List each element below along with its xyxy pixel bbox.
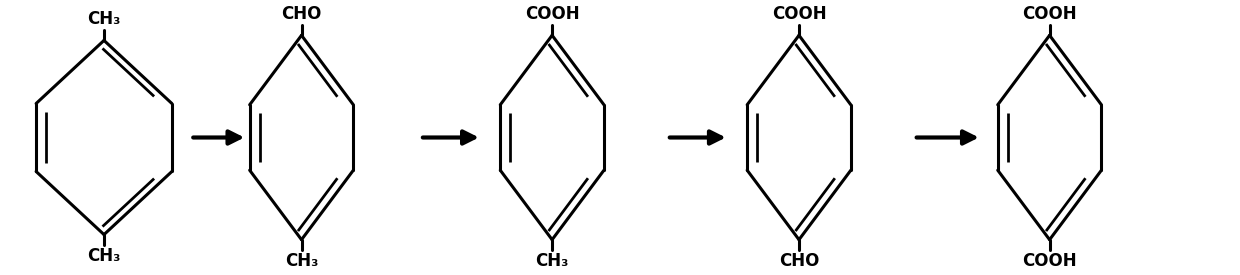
Text: CHO: CHO — [779, 252, 820, 270]
Text: COOH: COOH — [771, 5, 826, 23]
Text: CH₃: CH₃ — [536, 252, 569, 270]
Text: CH₃: CH₃ — [285, 252, 319, 270]
Text: CH₃: CH₃ — [87, 10, 120, 28]
Text: COOH: COOH — [1022, 5, 1076, 23]
Text: CH₃: CH₃ — [87, 247, 120, 265]
Text: COOH: COOH — [1022, 252, 1076, 270]
Text: CHO: CHO — [281, 5, 321, 23]
Text: COOH: COOH — [525, 5, 579, 23]
